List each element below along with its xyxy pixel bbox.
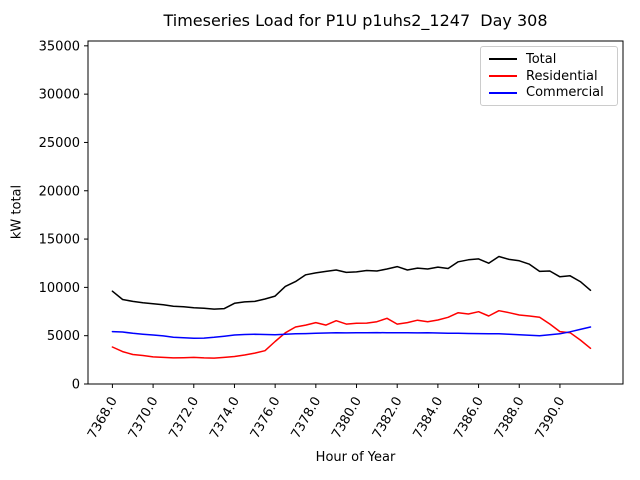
y-tick-label-15000: 15000 — [39, 233, 80, 248]
x-tick-label-7382.0: 7382.0 — [370, 395, 406, 442]
x-tick-label-7370.0: 7370.0 — [126, 395, 162, 442]
x-tick-label-7380.0: 7380.0 — [329, 395, 365, 442]
legend-label-commercial: Commercial — [526, 85, 604, 101]
y-tick-label-25000: 25000 — [39, 136, 80, 151]
axes-spines — [87, 40, 624, 385]
legend-label-total: Total — [526, 51, 557, 67]
legend-entry-residential: Residential — [489, 68, 609, 85]
y-axis-label: kW total — [9, 184, 25, 240]
x-axis-label: Hour of Year — [315, 450, 396, 465]
x-tick-label-7374.0: 7374.0 — [207, 395, 243, 442]
legend-swatch-commercial — [489, 91, 517, 94]
x-tick-label-7390.0: 7390.0 — [533, 395, 569, 442]
x-tick-label-7368.0: 7368.0 — [85, 395, 121, 442]
legend-label-residential: Residential — [526, 68, 598, 84]
y-tick-label-10000: 10000 — [39, 281, 80, 296]
legend-entry-total: Total — [489, 51, 609, 68]
y-tick-label-5000: 5000 — [47, 329, 80, 344]
series-line-residential — [111, 309, 592, 359]
x-tick-label-7376.0: 7376.0 — [248, 395, 284, 442]
x-tick-label-7378.0: 7378.0 — [289, 395, 325, 442]
y-tick-label-30000: 30000 — [39, 88, 80, 103]
y-tick-label-35000: 35000 — [39, 39, 80, 54]
x-tick-label-7388.0: 7388.0 — [492, 395, 528, 442]
legend-box: Total Residential Commercial — [480, 46, 618, 106]
chart-title: Timeseries Load for P1U p1uhs2_1247 Day … — [163, 11, 548, 30]
legend-entry-commercial: Commercial — [489, 84, 609, 101]
y-tick-label-20000: 20000 — [39, 184, 80, 199]
series-line-total — [111, 255, 592, 310]
series-line-commercial — [111, 326, 592, 340]
legend-swatch-residential — [489, 75, 517, 77]
y-tick-label-0: 0 — [72, 378, 80, 393]
legend-swatch-total — [489, 58, 517, 61]
x-tick-label-7372.0: 7372.0 — [167, 395, 203, 442]
x-tick-label-7386.0: 7386.0 — [451, 394, 487, 441]
x-tick-label-7384.0: 7384.0 — [411, 395, 447, 442]
